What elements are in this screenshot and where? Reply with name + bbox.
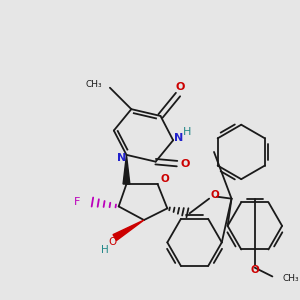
Text: H: H — [101, 245, 109, 255]
Text: O: O — [175, 82, 184, 92]
Text: O: O — [180, 159, 190, 169]
Text: CH₃: CH₃ — [85, 80, 102, 89]
Text: O: O — [160, 174, 169, 184]
Text: F: F — [74, 196, 81, 207]
Text: N: N — [117, 153, 126, 163]
Text: CH₃: CH₃ — [282, 274, 299, 283]
Text: N: N — [174, 133, 184, 143]
Text: O: O — [250, 265, 259, 275]
Polygon shape — [123, 155, 130, 184]
Text: O: O — [211, 190, 219, 200]
Polygon shape — [113, 220, 144, 241]
Text: H: H — [183, 128, 191, 137]
Text: O: O — [109, 237, 117, 248]
